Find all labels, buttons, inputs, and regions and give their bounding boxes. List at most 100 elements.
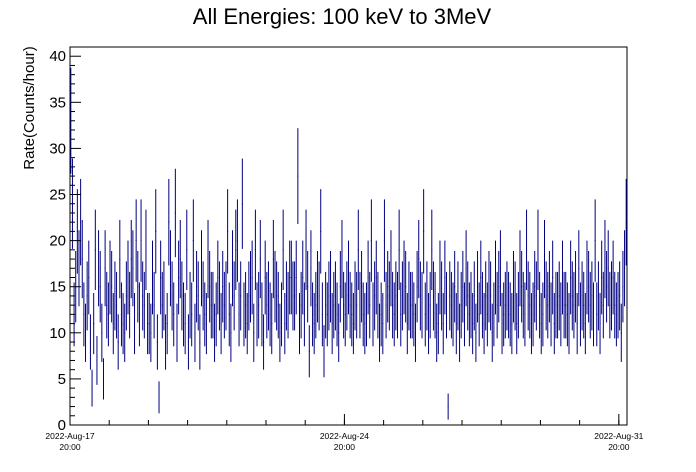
data-point — [361, 251, 363, 323]
data-point — [374, 261, 376, 331]
data-point — [486, 282, 488, 347]
series-layer — [70, 67, 627, 420]
data-point — [241, 158, 243, 249]
data-point — [606, 251, 608, 323]
data-point — [80, 178, 82, 266]
data-point — [597, 261, 599, 331]
data-point — [581, 261, 583, 331]
data-point — [530, 293, 532, 355]
data-point — [104, 230, 106, 307]
data-point — [184, 293, 186, 355]
data-point — [281, 282, 283, 347]
data-point — [490, 261, 492, 331]
data-point — [305, 209, 307, 291]
data-point — [125, 261, 127, 331]
y-tick-label: 5 — [58, 371, 66, 388]
y-tick-label: 10 — [49, 325, 66, 342]
y-tick-label: 15 — [49, 279, 66, 296]
data-point — [555, 271, 557, 339]
data-point — [271, 293, 273, 355]
data-point — [78, 230, 80, 307]
data-point — [330, 251, 332, 323]
y-tick-label: 0 — [58, 417, 66, 434]
data-point — [390, 230, 392, 307]
data-point — [558, 261, 560, 331]
data-point — [83, 282, 85, 347]
data-point — [432, 261, 434, 331]
data-point — [334, 261, 336, 331]
data-point — [256, 282, 258, 347]
data-point — [472, 293, 474, 355]
data-point — [379, 303, 381, 362]
data-point — [227, 189, 229, 274]
data-point — [106, 271, 108, 339]
data-point — [362, 282, 364, 347]
data-point — [156, 314, 158, 370]
data-point — [535, 261, 537, 331]
data-point — [504, 271, 506, 339]
data-point — [191, 282, 193, 347]
data-point — [235, 209, 237, 291]
data-point — [449, 261, 451, 331]
data-point — [344, 282, 346, 347]
data-point — [542, 282, 544, 347]
data-point — [586, 240, 588, 315]
data-point — [369, 271, 371, 339]
data-point — [509, 282, 511, 347]
data-point — [444, 240, 446, 315]
data-point — [284, 293, 286, 355]
data-point — [584, 293, 586, 355]
data-point — [302, 240, 304, 315]
data-point — [259, 219, 261, 299]
data-point — [478, 282, 480, 347]
data-point — [331, 293, 333, 355]
data-point — [294, 261, 296, 331]
data-point — [401, 261, 403, 331]
data-point — [303, 282, 305, 347]
data-point — [153, 271, 155, 339]
data-point — [475, 303, 477, 362]
data-point — [287, 271, 289, 339]
data-point — [333, 271, 335, 339]
data-point — [269, 282, 271, 347]
data-point — [398, 209, 400, 291]
data-point — [147, 293, 149, 355]
data-point — [537, 209, 539, 291]
data-point — [516, 293, 518, 355]
data-point — [493, 282, 495, 347]
data-point — [383, 199, 385, 282]
data-point — [547, 271, 549, 339]
data-point — [290, 240, 292, 315]
data-point — [560, 282, 562, 347]
data-point — [457, 261, 459, 331]
data-point — [245, 271, 247, 339]
data-point — [178, 240, 180, 315]
data-point — [625, 178, 627, 266]
data-point — [351, 282, 353, 347]
data-point — [300, 271, 302, 339]
data-point — [215, 282, 217, 347]
data-point — [594, 199, 596, 282]
data-point — [524, 282, 526, 347]
x-tick-time: 20:00 — [59, 442, 81, 452]
data-point — [282, 209, 284, 291]
data-point — [179, 219, 181, 299]
data-point — [142, 261, 144, 331]
data-point — [395, 261, 397, 331]
data-point — [217, 240, 219, 315]
data-point — [138, 282, 140, 347]
data-point — [450, 271, 452, 339]
data-point — [503, 282, 505, 347]
data-point — [328, 261, 330, 331]
data-point — [129, 271, 131, 339]
data-point — [352, 293, 354, 355]
data-point — [197, 261, 199, 331]
data-point — [508, 271, 510, 339]
data-point — [297, 128, 299, 224]
data-point — [434, 271, 436, 339]
data-point — [382, 293, 384, 355]
data-point — [253, 303, 255, 362]
data-point — [517, 271, 519, 339]
data-point — [204, 282, 206, 347]
